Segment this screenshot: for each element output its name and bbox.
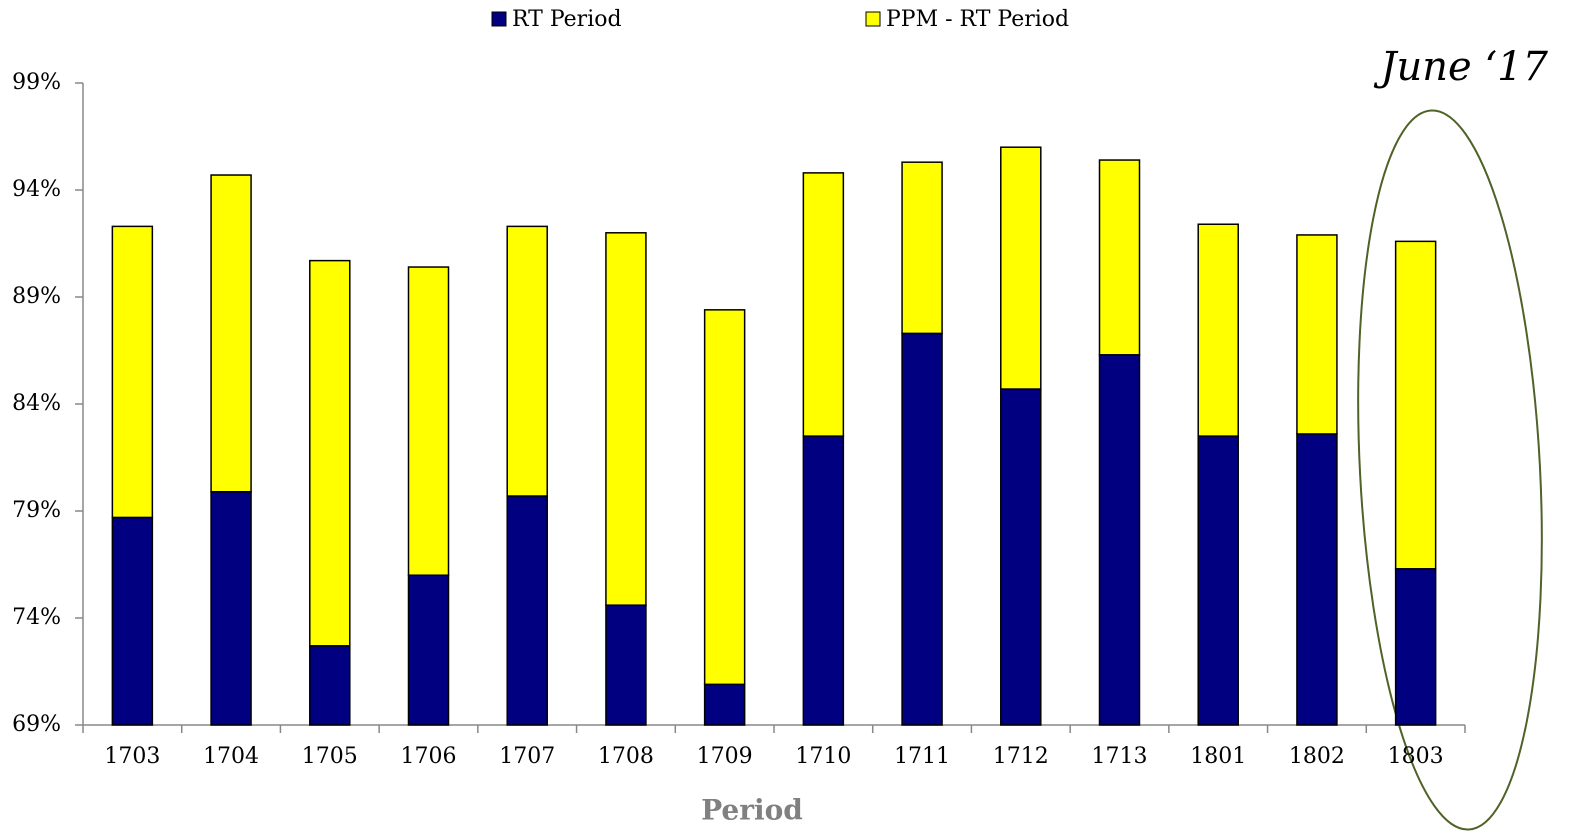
bar-segment [407,574,450,726]
bar-segment [703,683,746,726]
y-tick-label: 89% [12,284,61,309]
bar-segment [605,604,647,726]
y-tick-label: 94% [12,177,61,202]
bar-segment [309,645,351,726]
annotation: June ‘17 [1373,44,1548,90]
bar-segment [506,225,548,497]
bar-segment [1098,159,1141,356]
bar-segment [210,490,252,726]
x-tick-label: 1802 [1289,744,1345,769]
bar-segment [605,232,647,606]
highlight-ellipse [1357,109,1543,831]
bar-segment [111,225,154,519]
bar-segment [901,161,943,335]
bar-segment [1098,354,1141,726]
bar-segment [703,309,746,686]
y-tick-label: 99% [12,70,61,95]
x-tick-label: 1703 [104,744,160,769]
bar-segment [1197,435,1239,726]
y-tick-label: 79% [12,498,61,523]
bar-segment [111,516,154,726]
bar-segment [1000,388,1042,726]
legend-swatch [491,11,507,27]
bar-segment [1296,433,1338,726]
bar-segment [901,332,943,726]
y-tick-label: 84% [12,391,61,416]
x-tick-label: 1713 [1092,744,1148,769]
bar-segment [1000,146,1042,390]
x-tick-label: 1712 [993,744,1049,769]
y-tick-label: 69% [12,712,61,737]
bar-segment [1394,568,1437,726]
x-tick-label: 1706 [401,744,457,769]
legend-label: PPM - RT Period [886,7,1069,32]
x-tick-label: 1704 [203,744,259,769]
bar-segment [1394,240,1437,570]
bar-segment [1197,223,1239,437]
x-tick-label: 1801 [1190,744,1246,769]
x-tick-label: 1707 [499,744,555,769]
x-tick-label: 1708 [598,744,654,769]
x-tick-label: 1710 [795,744,851,769]
bar-segment [506,495,548,726]
x-tick-label: 1711 [894,744,950,769]
y-tick-label: 74% [12,605,61,630]
bar-segment [802,435,845,726]
x-axis-title: Period [701,794,803,827]
bar-segment [1296,234,1338,435]
bar-segment [802,172,845,437]
x-tick-label: 1709 [697,744,753,769]
bar-segment [309,259,351,647]
legend-label: RT Period [512,7,622,32]
x-tick-label: 1705 [302,744,358,769]
x-tick-label: 1803 [1388,744,1444,769]
bar-segment [407,266,450,576]
bar-segment [210,174,252,493]
legend-swatch [865,11,881,27]
